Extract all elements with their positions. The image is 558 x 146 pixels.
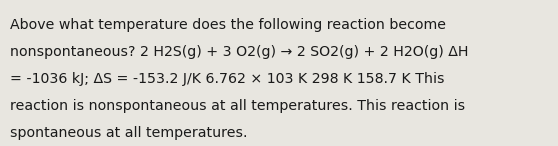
Text: reaction is nonspontaneous at all temperatures. This reaction is: reaction is nonspontaneous at all temper…	[10, 99, 465, 113]
Text: = -1036 kJ; ΔS = -153.2 J/K 6.762 × 103 K 298 K 158.7 K This: = -1036 kJ; ΔS = -153.2 J/K 6.762 × 103 …	[10, 72, 445, 86]
Text: spontaneous at all temperatures.: spontaneous at all temperatures.	[10, 126, 248, 140]
Text: nonspontaneous? 2 H2S(g) + 3 O2(g) → 2 SO2(g) + 2 H2O(g) ΔH: nonspontaneous? 2 H2S(g) + 3 O2(g) → 2 S…	[10, 45, 469, 59]
Text: Above what temperature does the following reaction become: Above what temperature does the followin…	[10, 18, 446, 32]
